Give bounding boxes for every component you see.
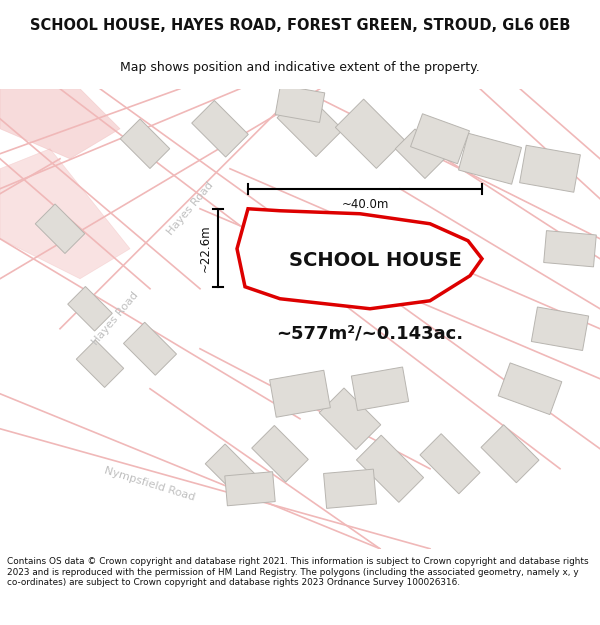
Text: Map shows position and indicative extent of the property.: Map shows position and indicative extent… <box>120 61 480 74</box>
Text: Nympsfield Road: Nympsfield Road <box>103 465 197 503</box>
Polygon shape <box>532 307 589 351</box>
Text: ~22.6m: ~22.6m <box>199 224 212 271</box>
Polygon shape <box>192 101 248 157</box>
Polygon shape <box>319 388 381 449</box>
Text: ~577m²/~0.143ac.: ~577m²/~0.143ac. <box>277 325 464 342</box>
Polygon shape <box>205 444 255 494</box>
Polygon shape <box>498 363 562 414</box>
Polygon shape <box>257 241 313 286</box>
Polygon shape <box>0 149 130 279</box>
Polygon shape <box>237 209 482 309</box>
Polygon shape <box>269 370 331 418</box>
Polygon shape <box>252 426 308 482</box>
Polygon shape <box>35 204 85 254</box>
Polygon shape <box>277 91 343 157</box>
Polygon shape <box>481 425 539 483</box>
Polygon shape <box>410 114 469 164</box>
Polygon shape <box>225 472 275 506</box>
Polygon shape <box>420 434 480 494</box>
Polygon shape <box>395 129 445 179</box>
Polygon shape <box>68 286 112 331</box>
Polygon shape <box>120 119 170 169</box>
Text: SCHOOL HOUSE, HAYES ROAD, FOREST GREEN, STROUD, GL6 0EB: SCHOOL HOUSE, HAYES ROAD, FOREST GREEN, … <box>30 18 570 33</box>
Polygon shape <box>275 85 325 122</box>
Polygon shape <box>124 322 176 375</box>
Text: ~40.0m: ~40.0m <box>341 198 389 211</box>
Text: Contains OS data © Crown copyright and database right 2021. This information is : Contains OS data © Crown copyright and d… <box>7 557 589 587</box>
Polygon shape <box>458 133 521 184</box>
Polygon shape <box>352 367 409 411</box>
Text: SCHOOL HOUSE: SCHOOL HOUSE <box>289 251 461 270</box>
Polygon shape <box>323 469 376 508</box>
Text: Hayes Road: Hayes Road <box>165 180 215 238</box>
Polygon shape <box>520 145 580 192</box>
Polygon shape <box>356 435 424 502</box>
Polygon shape <box>0 89 120 159</box>
Polygon shape <box>335 99 404 168</box>
Polygon shape <box>544 231 596 267</box>
Text: Hayes Road: Hayes Road <box>90 290 140 348</box>
Polygon shape <box>76 340 124 388</box>
